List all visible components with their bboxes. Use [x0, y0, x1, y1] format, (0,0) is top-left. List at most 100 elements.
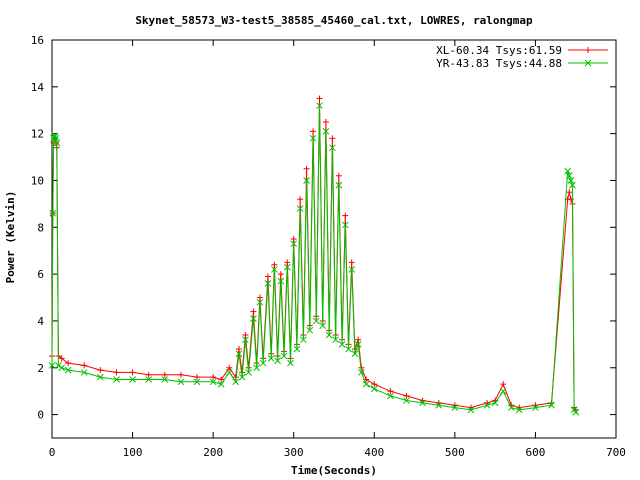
data-point: [242, 336, 249, 344]
data-point: [271, 261, 278, 268]
data-point: [253, 364, 261, 372]
data-point: [55, 362, 62, 369]
data-point: [129, 369, 136, 376]
data-point: [322, 118, 329, 125]
data-point: [306, 326, 314, 334]
legend-marker: [585, 47, 591, 53]
data-point: [264, 280, 272, 287]
data-point: [300, 336, 307, 344]
data-point: [370, 385, 378, 393]
data-point: [161, 376, 169, 383]
data-point: [193, 378, 201, 386]
data-point: [284, 259, 291, 266]
data-point: [235, 350, 243, 358]
data-point: [565, 172, 573, 180]
data-point: [53, 139, 61, 147]
data-point: [362, 380, 370, 388]
x-tick-label: 200: [203, 446, 223, 459]
data-point: [267, 355, 275, 362]
data-point: [500, 381, 507, 388]
data-point: [491, 399, 499, 407]
data-point: [280, 352, 288, 360]
data-point: [387, 392, 394, 400]
data-point: [329, 135, 336, 142]
data-point: [316, 102, 323, 109]
data-point: [129, 376, 136, 383]
data-point: [312, 317, 320, 325]
chart-title: Skynet_58573_W3-test5_38585_45460_cal.tx…: [135, 14, 533, 27]
data-point: [332, 336, 339, 344]
legend-entry: XL-60.34 Tsys:61.59: [436, 44, 608, 57]
x-tick-label: 500: [445, 446, 465, 459]
data-point: [290, 240, 298, 248]
data-point: [387, 388, 394, 395]
data-point: [358, 369, 365, 376]
data-point: [322, 127, 330, 135]
data-point: [161, 371, 168, 378]
x-tick-label: 400: [364, 446, 384, 459]
data-point: [316, 95, 323, 102]
data-point: [218, 376, 225, 383]
data-point: [277, 277, 285, 285]
data-point: [403, 397, 410, 404]
data-point: [256, 298, 264, 306]
y-tick-label: 10: [31, 174, 44, 187]
data-point: [264, 273, 271, 280]
data-point: [271, 266, 278, 273]
data-point: [319, 322, 327, 329]
series-line: [51, 98, 577, 411]
y-tick-label: 12: [31, 128, 44, 141]
data-point: [48, 362, 56, 369]
data-point: [329, 144, 336, 152]
data-point: [309, 134, 317, 142]
data-point: [177, 371, 184, 378]
data-point: [250, 308, 257, 315]
data-point: [451, 404, 459, 411]
data-point: [225, 369, 233, 376]
y-tick-label: 4: [37, 315, 44, 328]
data-point: [351, 350, 359, 358]
data-point: [250, 315, 257, 322]
data-point: [96, 373, 104, 381]
y-tick-label: 2: [37, 362, 44, 375]
data-point: [242, 331, 249, 338]
data-point: [338, 340, 346, 348]
data-point: [277, 271, 284, 278]
data-point: [274, 357, 281, 365]
series-1: [49, 95, 579, 413]
x-tick-label: 300: [284, 446, 304, 459]
y-axis-label: Power (Kelvin): [4, 191, 17, 284]
data-point: [355, 336, 362, 343]
data-point: [348, 266, 356, 273]
data-point: [371, 381, 378, 388]
data-point: [435, 401, 443, 409]
data-point: [283, 263, 291, 271]
plot-frame: [51, 39, 617, 439]
data-point: [403, 392, 410, 399]
data-point: [335, 181, 343, 189]
data-point: [293, 345, 301, 353]
data-point: [194, 374, 201, 381]
data-point: [97, 367, 104, 374]
data-point: [245, 369, 252, 376]
y-tick-label: 14: [31, 81, 45, 94]
data-point: [217, 380, 225, 388]
data-point: [532, 404, 539, 411]
legend-marker: [584, 59, 592, 67]
series-layer: [48, 95, 580, 416]
data-point: [51, 132, 59, 140]
data-point: [341, 221, 349, 229]
data-point: [256, 294, 263, 301]
data-point: [64, 366, 72, 374]
data-point: [354, 340, 362, 348]
data-point: [238, 373, 246, 381]
x-axis: 0 100 200 300 400 500 600 700: [49, 40, 626, 459]
data-point: [348, 259, 355, 266]
data-point: [145, 371, 152, 378]
data-point: [65, 360, 72, 367]
data-point: [564, 167, 572, 175]
data-point: [232, 378, 240, 386]
data-point: [483, 401, 491, 409]
